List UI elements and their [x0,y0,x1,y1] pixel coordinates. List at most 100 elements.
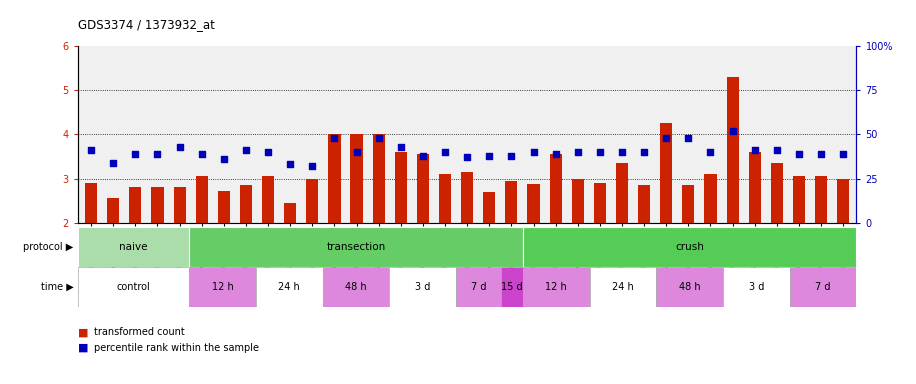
Bar [770,163,783,223]
Bar [196,176,208,223]
Text: 24 h: 24 h [612,282,634,292]
Bar [815,176,827,223]
Point [371,135,386,141]
Point [659,135,673,141]
Text: crush: crush [675,242,704,252]
Point [681,135,695,141]
Point [615,149,629,155]
Bar [837,179,849,223]
Bar [328,134,341,223]
Bar [790,267,856,307]
Text: transection: transection [326,242,386,252]
Point [813,151,828,157]
Bar [793,176,805,223]
Point [460,154,474,161]
Text: 48 h: 48 h [679,282,701,292]
Bar [748,152,761,223]
Point [216,156,231,162]
Text: 12 h: 12 h [212,282,234,292]
Point [349,149,364,155]
Bar [550,154,562,223]
Bar [572,179,583,223]
Bar [78,227,189,267]
Bar [726,77,738,223]
Text: 24 h: 24 h [278,282,300,292]
Point [593,149,607,155]
Bar [704,174,716,223]
Text: ■: ■ [78,327,88,337]
Bar [461,172,474,223]
Bar [723,267,790,307]
Bar [523,227,856,267]
Point [549,151,563,157]
Bar [389,267,456,307]
Bar [107,199,119,223]
Bar [256,267,322,307]
Bar [594,183,606,223]
Bar [506,181,518,223]
Text: 3 d: 3 d [748,282,764,292]
Bar [351,134,363,223]
Point [438,149,453,155]
Point [394,144,409,150]
Point [747,147,762,153]
Bar [500,267,523,307]
Bar [523,267,590,307]
Text: 12 h: 12 h [545,282,567,292]
Bar [439,174,451,223]
Bar [189,227,523,267]
Bar [151,187,164,223]
Bar [240,185,252,223]
Bar [262,176,274,223]
Bar [189,267,256,307]
Point [836,151,851,157]
Point [327,135,342,141]
Point [172,144,187,150]
Text: 7 d: 7 d [815,282,831,292]
Text: ■: ■ [78,343,88,353]
Bar [484,192,496,223]
Point [791,151,806,157]
Point [482,152,496,159]
Bar [173,187,186,223]
Text: 15 d: 15 d [501,282,522,292]
Point [150,151,165,157]
Point [526,149,540,155]
Text: percentile rank within the sample: percentile rank within the sample [94,343,259,353]
Bar [616,163,628,223]
Point [239,147,254,153]
Point [703,149,718,155]
Point [637,149,651,155]
Text: 7 d: 7 d [471,282,486,292]
Bar [322,267,389,307]
Bar [528,184,540,223]
Bar [284,203,296,223]
Bar [129,187,141,223]
Bar [456,267,500,307]
Text: naive: naive [119,242,147,252]
Point [106,160,121,166]
Bar [682,185,694,223]
Point [194,151,209,157]
Text: transformed count: transformed count [94,327,185,337]
Point [128,151,143,157]
Text: protocol ▶: protocol ▶ [23,242,73,252]
Bar [373,134,385,223]
Point [769,147,784,153]
Bar [656,267,723,307]
Point [305,163,320,169]
Bar [395,152,407,223]
Point [83,147,98,153]
Point [261,149,276,155]
Bar [660,123,672,223]
Bar [590,267,656,307]
Point [504,152,518,159]
Point [725,128,740,134]
Text: GDS3374 / 1373932_at: GDS3374 / 1373932_at [78,18,214,31]
Text: 48 h: 48 h [345,282,366,292]
Bar [417,154,429,223]
Bar [85,183,97,223]
Point [283,161,298,167]
Bar [218,191,230,223]
Bar [306,179,319,223]
